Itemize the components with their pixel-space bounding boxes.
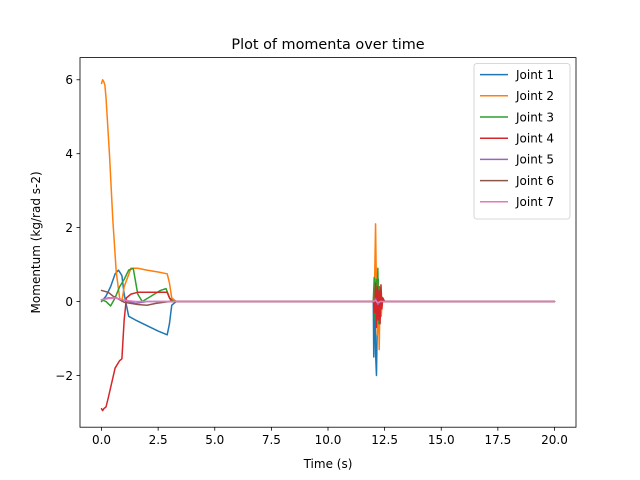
legend-label-joint-7: Joint 7 (515, 195, 554, 209)
x-tick-label: 15.0 (428, 433, 455, 447)
series-layer (100, 79, 556, 412)
x-tick-label: 12.5 (371, 433, 398, 447)
legend: Joint 1 Joint 2 Joint 3 Joint 4 Joint 5 Joint… (473, 63, 571, 220)
legend-label-joint-2: Joint 2 (515, 89, 554, 103)
series-line-joint-7 (100, 297, 556, 304)
x-tick-label: 5.0 (205, 433, 224, 447)
series-line-joint-4 (100, 282, 556, 412)
x-tick-label: 17.5 (485, 433, 512, 447)
x-tick-label: 0.0 (92, 433, 111, 447)
legend-label-joint-3: Joint 3 (515, 110, 554, 124)
x-tick-label: 20.0 (541, 433, 568, 447)
y-axis-label: Momentum (kg/rad s-2) (29, 171, 43, 313)
chart-title: Plot of momenta over time (231, 37, 424, 53)
y-axis-ticks: −2 0 2 4 6 (55, 73, 80, 383)
x-tick-label: 7.5 (262, 433, 281, 447)
legend-label-joint-5: Joint 5 (515, 153, 554, 167)
y-tick-label: 6 (65, 73, 73, 87)
y-tick-label: 4 (65, 147, 73, 161)
series-line-joint-2 (100, 79, 556, 351)
x-axis-ticks: 0.0 2.5 5.0 7.5 10.0 12.5 15.0 17.5 20.0 (92, 427, 568, 447)
x-tick-label: 10.0 (315, 433, 342, 447)
x-axis-label: Time (s) (303, 457, 353, 471)
legend-label-joint-6: Joint 6 (515, 174, 554, 188)
y-tick-label: −2 (55, 369, 73, 383)
legend-label-joint-4: Joint 4 (515, 132, 554, 146)
plot-frame (79, 57, 577, 428)
x-tick-label: 2.5 (149, 433, 168, 447)
y-tick-label: 0 (65, 295, 73, 309)
y-tick-label: 2 (65, 221, 73, 235)
legend-label-joint-1: Joint 1 (515, 68, 554, 82)
